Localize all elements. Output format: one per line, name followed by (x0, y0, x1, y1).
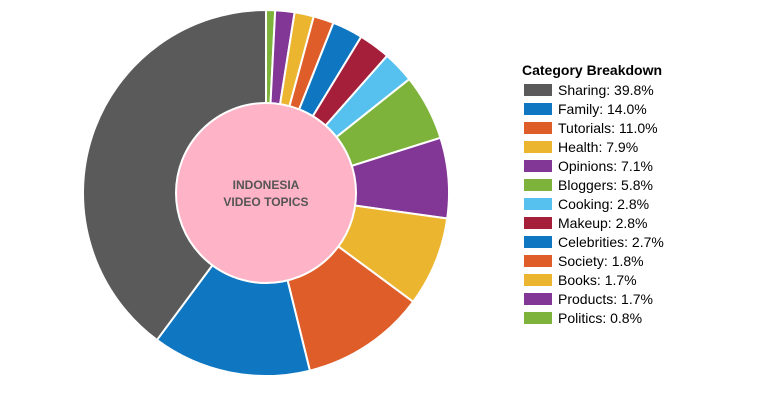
legend-swatch-makeup (524, 217, 552, 229)
legend-title: Category Breakdown (522, 62, 662, 78)
legend-item-books: Books: 1.7% (524, 272, 637, 288)
legend-item-society: Society: 1.8% (524, 253, 644, 269)
legend-swatch-health (524, 141, 552, 153)
legend-swatch-family (524, 103, 552, 115)
legend-swatch-politics (524, 312, 552, 324)
legend-label-bloggers: Bloggers: 5.8% (558, 177, 653, 193)
legend-swatch-sharing (524, 84, 552, 96)
legend-label-opinions: Opinions: 7.1% (558, 158, 653, 174)
legend-label-celebrities: Celebrities: 2.7% (558, 234, 664, 250)
legend-label-sharing: Sharing: 39.8% (558, 82, 654, 98)
legend-swatch-cooking (524, 198, 552, 210)
legend-label-cooking: Cooking: 2.8% (558, 196, 649, 212)
legend-item-products: Products: 1.7% (524, 291, 653, 307)
legend-swatch-celebrities (524, 236, 552, 248)
legend-item-opinions: Opinions: 7.1% (524, 158, 653, 174)
center-label-line-1: INDONESIA (233, 178, 300, 192)
legend-item-tutorials: Tutorials: 11.0% (524, 120, 658, 136)
center-circle (175, 102, 357, 284)
legend-label-makeup: Makeup: 2.8% (558, 215, 648, 231)
legend-swatch-bloggers (524, 179, 552, 191)
legend-swatch-tutorials (524, 122, 552, 134)
legend: Category Breakdown Sharing: 39.8% Family:… (522, 62, 664, 326)
legend-item-makeup: Makeup: 2.8% (524, 215, 648, 231)
center-label-line-2: VIDEO TOPICS (223, 195, 308, 209)
legend-item-politics: Politics: 0.8% (524, 310, 642, 326)
slice-sharing (82, 9, 267, 341)
legend-label-tutorials: Tutorials: 11.0% (558, 120, 658, 136)
legend-label-products: Products: 1.7% (558, 291, 653, 307)
legend-swatch-books (524, 274, 552, 286)
legend-swatch-opinions (524, 160, 552, 172)
legend-label-society: Society: 1.8% (558, 253, 644, 269)
legend-item-health: Health: 7.9% (524, 139, 638, 155)
legend-label-health: Health: 7.9% (558, 139, 638, 155)
legend-label-family: Family: 14.0% (558, 101, 647, 117)
legend-swatch-society (524, 255, 552, 267)
legend-item-family: Family: 14.0% (524, 101, 647, 117)
legend-item-sharing: Sharing: 39.8% (524, 82, 654, 98)
legend-item-bloggers: Bloggers: 5.8% (524, 177, 653, 193)
legend-swatch-products (524, 293, 552, 305)
legend-item-cooking: Cooking: 2.8% (524, 196, 649, 212)
legend-label-politics: Politics: 0.8% (558, 310, 642, 326)
legend-item-celebrities: Celebrities: 2.7% (524, 234, 664, 250)
legend-label-books: Books: 1.7% (558, 272, 637, 288)
